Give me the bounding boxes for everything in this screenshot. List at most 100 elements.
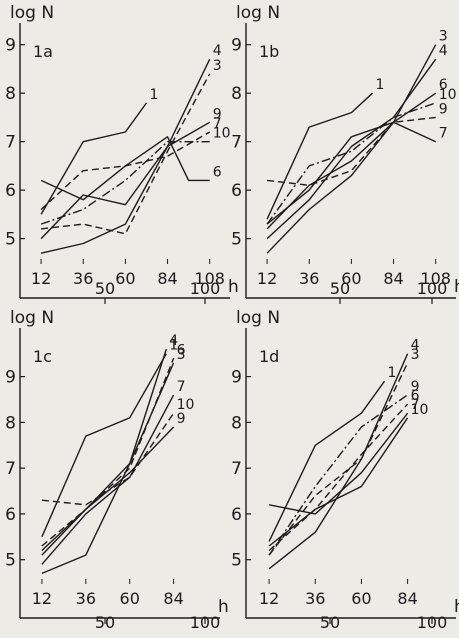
x-inner-tick-label: 12: [259, 589, 279, 608]
x-inner-tick-label: 12: [31, 269, 51, 288]
y-axis-title: log N: [236, 308, 280, 328]
series-label: 3: [177, 347, 186, 363]
x-outer-tick-label: 100: [190, 613, 221, 632]
x-axis-title: h: [218, 597, 229, 617]
x-inner-tick-label: 60: [115, 269, 135, 288]
x-outer-tick-label: 50: [330, 279, 350, 298]
series-line-3: [268, 362, 409, 556]
x-inner-tick-label: 84: [157, 269, 177, 288]
series-line-6: [266, 92, 437, 254]
series-line-1: [266, 92, 373, 220]
y-tick-label: 6: [231, 181, 242, 201]
series-line-10: [266, 102, 436, 225]
series-label: 6: [411, 388, 420, 404]
series-line-1: [40, 102, 148, 215]
series-line-1: [41, 353, 167, 538]
series-line-6: [41, 358, 175, 547]
series-label: 10: [411, 402, 429, 418]
y-axis-title: log N: [10, 308, 54, 328]
panel-label: 1b: [259, 42, 279, 61]
x-axis-title: h: [454, 597, 459, 617]
series-label: 7: [177, 379, 186, 395]
x-inner-tick-label: 12: [257, 269, 277, 288]
x-outer-tick-label: 50: [95, 613, 115, 632]
y-tick-label: 7: [231, 133, 242, 153]
series-label: 3: [411, 347, 420, 363]
series-label: 4: [411, 338, 420, 354]
panel-label: 1a: [33, 42, 53, 61]
series-label: 9: [439, 101, 448, 117]
series-label: 6: [213, 164, 222, 180]
series-line-1: [268, 380, 386, 542]
series-label: 3: [439, 29, 448, 45]
series-line-9: [268, 394, 408, 556]
series-label: 9: [411, 379, 420, 395]
y-tick-label: 8: [5, 413, 16, 433]
y-tick-label: 9: [231, 36, 242, 56]
x-inner-tick-label: 60: [341, 269, 361, 288]
series-line-3: [41, 362, 175, 556]
series-line-9: [40, 121, 211, 254]
series-line-4: [40, 58, 211, 240]
series-label: 1: [169, 338, 178, 354]
series-line-7: [266, 121, 436, 225]
series-label: 4: [439, 43, 448, 59]
y-tick-label: 7: [5, 133, 16, 153]
x-inner-tick-label: 108: [420, 269, 451, 288]
y-tick-label: 5: [5, 230, 16, 250]
series-line-4: [266, 58, 437, 240]
series-line-7: [268, 412, 409, 515]
x-inner-tick-label: 60: [120, 589, 140, 608]
x-inner-tick-label: 36: [299, 269, 319, 288]
series-line-3: [266, 44, 437, 230]
panel-label: 1c: [33, 347, 52, 366]
x-inner-tick-label: 36: [73, 269, 93, 288]
series-label: 4: [169, 333, 178, 349]
series-line-7: [41, 394, 175, 565]
series-label: 7: [411, 397, 420, 413]
series-label: 10: [439, 87, 457, 103]
x-inner-tick-label: 36: [76, 589, 96, 608]
series-line-6: [40, 136, 210, 201]
y-tick-label: 8: [231, 84, 242, 104]
series-label: 7: [213, 116, 222, 132]
x-inner-tick-label: 84: [397, 589, 417, 608]
x-outer-tick-label: 50: [95, 279, 115, 298]
x-outer-tick-label: 100: [417, 279, 448, 298]
x-inner-tick-label: 60: [351, 589, 371, 608]
y-axis-title: log N: [10, 3, 54, 23]
y-tick-label: 5: [5, 551, 16, 571]
y-tick-label: 6: [5, 181, 16, 201]
y-axis-title: log N: [236, 3, 280, 23]
x-inner-tick-label: 84: [383, 269, 403, 288]
y-tick-label: 7: [231, 459, 242, 479]
y-tick-label: 7: [5, 459, 16, 479]
x-inner-tick-label: 108: [194, 269, 225, 288]
y-tick-label: 8: [231, 413, 242, 433]
y-tick-label: 6: [231, 505, 242, 525]
x-axis-title: h: [228, 277, 239, 297]
series-label: 3: [213, 58, 222, 74]
series-label: 9: [177, 411, 186, 427]
x-outer-tick-label: 100: [417, 613, 448, 632]
series-line-10: [41, 412, 175, 506]
y-tick-label: 6: [5, 505, 16, 525]
panel-label: 1d: [259, 347, 279, 366]
series-line-4: [268, 353, 409, 570]
y-tick-label: 9: [5, 368, 16, 388]
series-label: 1: [388, 365, 397, 381]
y-tick-label: 9: [231, 368, 242, 388]
series-line-7: [40, 131, 211, 211]
series-label: 6: [177, 342, 186, 358]
y-tick-label: 9: [5, 36, 16, 56]
series-line-9: [267, 116, 436, 187]
x-inner-tick-label: 36: [305, 589, 325, 608]
series-label: 6: [439, 77, 448, 93]
series-label: 10: [213, 126, 231, 142]
x-outer-tick-label: 100: [190, 279, 221, 298]
series-line-4: [41, 348, 167, 575]
series-line-9: [41, 426, 175, 552]
